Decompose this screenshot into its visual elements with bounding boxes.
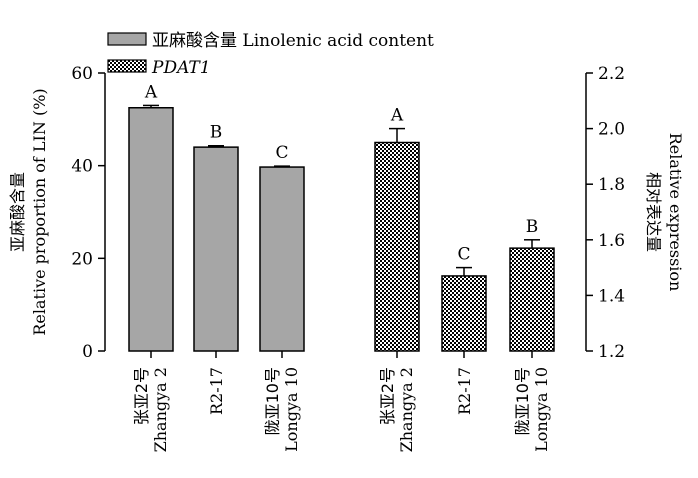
- right-axis-title-cn: 相对表达量: [644, 172, 663, 252]
- legend-swatch-lin: [107, 32, 147, 46]
- left-tick-label: 40: [71, 157, 93, 177]
- category-label-cn: 陇亚10号: [513, 367, 532, 435]
- left-axis-ticks: 0 20 40 60: [71, 64, 105, 362]
- category-label-cn: 陇亚10号: [263, 367, 282, 435]
- category-label-en: Longya 10: [532, 367, 551, 452]
- category-labels: 张亚2号 Zhangya 2 R2-17 陇亚10号 Longya 10 张亚2号 Zhan…: [132, 351, 551, 452]
- right-axis-ticks: 1.2 1.4 1.6 1.8 2.0 2.2: [586, 64, 625, 362]
- category-label-group: 张亚2号 Zhangya 2: [132, 367, 170, 452]
- bar-pdat1: [374, 141, 420, 352]
- legend-swatch-pdat1: [107, 59, 147, 73]
- category-label-en: Longya 10: [282, 367, 301, 452]
- category-label-group: 陇亚10号 Longya 10: [263, 367, 301, 452]
- left-tick-label: 20: [71, 249, 93, 269]
- legend-label-lin: 亚麻酸含量 Linolenic acid content: [152, 31, 434, 51]
- left-tick-label: 60: [71, 64, 93, 84]
- category-label-group: R2-17: [207, 367, 226, 415]
- significance-letter-lin: A: [144, 82, 158, 102]
- bar-pdat1: [441, 275, 487, 352]
- left-axis-title-en: Relative proportion of LIN (%): [30, 88, 49, 335]
- bar-lin: [128, 107, 174, 352]
- category-label-en: R2-17: [455, 367, 474, 415]
- right-tick-label: 1.8: [598, 175, 625, 195]
- category-label-en: Zhangya 2: [151, 367, 170, 452]
- bar-pdat1: [509, 247, 555, 352]
- bar-lin: [259, 166, 305, 352]
- right-axis-title-en: Relative expression: [666, 133, 685, 292]
- category-label-cn: 张亚2号: [378, 367, 397, 425]
- legend: 亚麻酸含量 Linolenic acid content PDAT1: [107, 31, 434, 78]
- right-tick-label: 2.2: [598, 64, 625, 84]
- category-label-group: R2-17: [455, 367, 474, 415]
- right-tick-label: 1.2: [598, 342, 625, 362]
- right-tick-label: 1.6: [598, 231, 625, 251]
- left-axis-title-cn: 亚麻酸含量: [8, 172, 27, 252]
- significance-letter-lin: B: [210, 123, 223, 143]
- left-tick-label: 0: [82, 342, 93, 362]
- right-tick-label: 1.4: [598, 286, 625, 306]
- legend-label-pdat1: PDAT1: [151, 58, 211, 78]
- significance-letter-pdat1: C: [457, 245, 470, 265]
- bar-lin: [193, 146, 239, 352]
- category-label-cn: 张亚2号: [132, 367, 151, 425]
- category-label-en: Zhangya 2: [397, 367, 416, 452]
- right-tick-label: 2.0: [598, 120, 625, 140]
- category-label-en: R2-17: [207, 367, 226, 415]
- significance-letter-pdat1: A: [390, 106, 404, 126]
- significance-letter-lin: C: [275, 143, 288, 163]
- significance-letter-pdat1: B: [526, 217, 539, 237]
- category-label-group: 张亚2号 Zhangya 2: [378, 367, 416, 452]
- bars: A B C A C B: [128, 82, 555, 352]
- category-label-group: 陇亚10号 Longya 10: [513, 367, 551, 452]
